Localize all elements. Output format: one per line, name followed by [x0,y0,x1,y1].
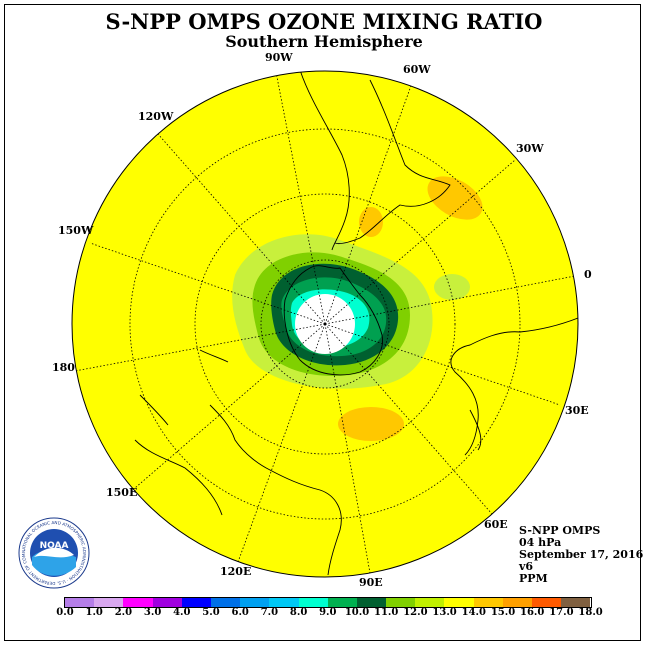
colorbar-cell [269,598,299,607]
colorbar-cell [240,598,270,607]
chart-subtitle: Southern Hemisphere [225,32,423,51]
colorbar-tick-label: 8.0 [289,607,308,618]
ozone-patch-11ppm [434,274,470,300]
lon-label-120w: 120W [138,110,174,123]
pressure-level: 04 hPa [519,536,562,549]
graticule [74,71,576,574]
colorbar-cell [210,598,241,607]
colorbar-cell [415,598,445,607]
colorbar-cell [356,598,387,607]
colorbar-tick-label: 15.0 [490,607,516,618]
colorbar-tick-label: 12.0 [403,607,428,618]
colorbar-cell [561,598,591,607]
colorbar-tick-label: 16.0 [520,607,545,618]
colorbar-ticks: 0.0 1.0 2.0 3.0 4.0 5.0 6.0 7.0 8.0 9.0 10.0 11.0 12… [0,607,648,621]
colorbar-tick-label: 9.0 [319,607,337,618]
colorbar-tick-label: 1.0 [85,607,103,618]
colorbar-cell [386,598,416,607]
lon-label-30w: 30W [516,142,544,155]
colorbar-tick-label: 18.0 [578,607,603,618]
coastlines [134,71,578,576]
colorbar-tick-label: 4.0 [173,607,191,618]
lon-label-90w: 90W [265,51,293,64]
colorbar-tick-label: 3.0 [143,607,162,618]
lon-label-150w: 150W [58,224,94,237]
colorbar-tick-label: 7.0 [260,607,279,618]
ozone-patch-13ppm [359,207,383,237]
lon-label-30e: 30E [565,404,589,417]
colorbar-tick-label: 2.0 [114,607,133,618]
figure-frame [4,4,641,641]
south-pole-marker [323,322,327,326]
ozone-patch-13ppm [427,176,483,220]
colorbar-cell [298,598,328,607]
ozone-patch-13ppm [338,407,404,441]
noaa-logo-text: NOAA [40,541,69,551]
lon-label-0: 0 [584,268,592,281]
colorbar-cell [123,598,153,607]
colorbar-tick-label: 13.0 [432,607,457,618]
colorbar-cell [181,598,211,607]
colorbar-tick-label: 14.0 [461,607,486,618]
map-boundary [71,70,579,578]
colorbar-cell [502,598,532,607]
lon-label-120e: 120E [220,565,252,578]
observation-date: September 17, 2016 [519,548,644,561]
lon-label-90e: 90E [359,576,383,589]
colorbar-cell [532,598,562,607]
instrument-name: S-NPP OMPS [519,524,601,537]
colorbar-tick-label: 10.0 [344,607,370,618]
colorbar-cell [152,598,182,607]
colorbar-tick-label: 6.0 [231,607,249,618]
lon-label-150e: 150E [106,486,138,499]
colorbar-cell [65,598,95,607]
colorbar-cell [473,598,503,607]
colorbar-tick-label: 0.0 [56,607,74,618]
colorbar-cell [327,598,357,607]
lon-label-180: 180 [52,361,75,374]
chart-title: S-NPP OMPS OZONE MIXING RATIO [105,9,543,34]
units-label: PPM [519,572,548,585]
colorbar [64,597,592,608]
product-info: S-NPP OMPS 04 hPa September 17, 2016 v6 … [519,525,643,585]
noaa-logo: NOAA NATIONAL OCEANIC AND ATMOSPHERIC AD… [18,517,90,589]
lon-label-60e: 60E [484,518,508,531]
colorbar-cell [444,598,474,607]
colorbar-tick-label: 17.0 [549,607,574,618]
colorbar-tick-label: 5.0 [202,607,220,618]
colorbar-cell [94,598,124,607]
product-version: v6 [519,560,534,573]
colorbar-tick-label: 11.0 [374,607,399,618]
lon-label-60w: 60W [403,63,431,76]
